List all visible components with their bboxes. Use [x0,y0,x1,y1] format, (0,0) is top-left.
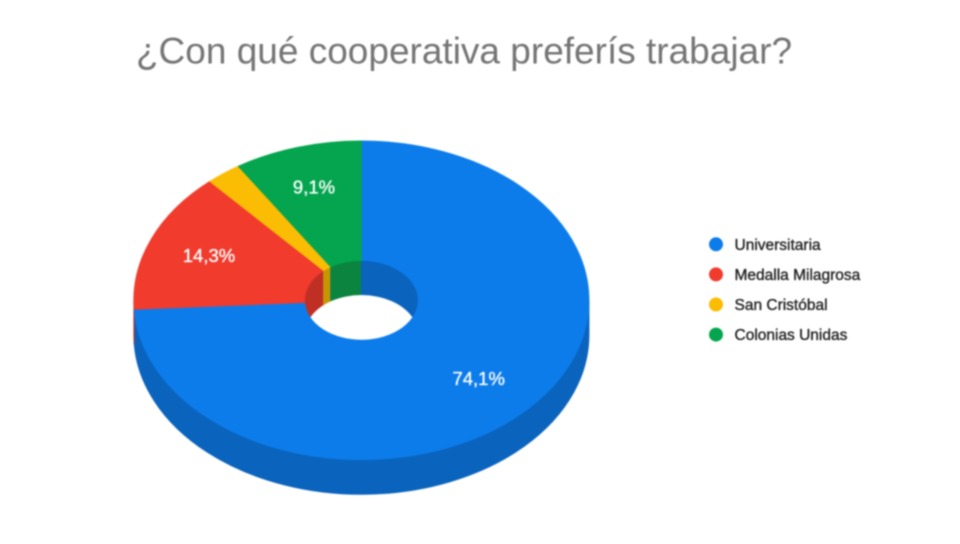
svg-text:¿Con qué cooperativa preferís: ¿Con qué cooperativa preferís trabajar? [136,31,792,72]
svg-text:9,1%: 9,1% [293,177,335,198]
svg-text:Medalla Milagrosa: Medalla Milagrosa [735,267,861,284]
svg-text:74,1%: 74,1% [452,368,504,389]
svg-text:14,3%: 14,3% [183,245,235,266]
svg-text:San Cristóbal: San Cristóbal [735,297,828,314]
svg-text:Universitaria: Universitaria [735,237,822,254]
svg-text:Colonias Unidas: Colonias Unidas [735,327,848,344]
